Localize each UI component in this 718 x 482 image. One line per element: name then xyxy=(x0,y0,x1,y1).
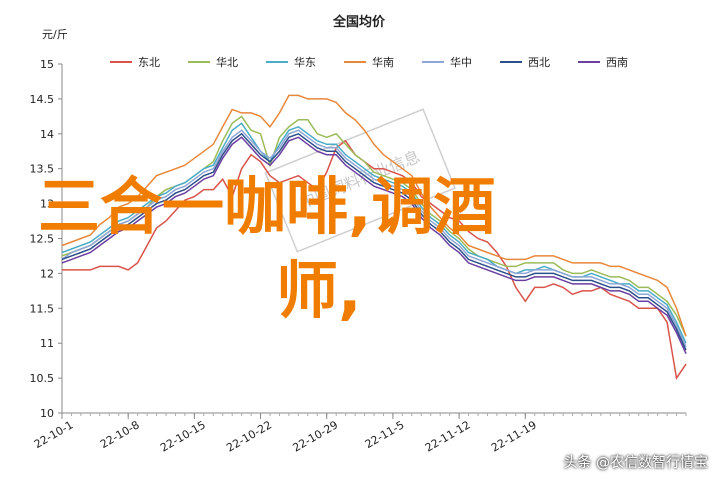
y-tick-label: 12 xyxy=(40,267,54,280)
series-line xyxy=(61,132,687,351)
series-line xyxy=(61,115,687,337)
y-tick-label: 10.5 xyxy=(30,372,55,385)
x-tick-label: 22-10-1 xyxy=(32,418,76,451)
x-tick-label: 22-10-22 xyxy=(224,418,274,454)
legend-label: 华南 xyxy=(372,55,394,69)
x-tick-label: 22-11-5 xyxy=(363,418,407,451)
x-tick-label: 22-10-15 xyxy=(158,418,208,454)
y-tick-label: 10 xyxy=(40,407,54,420)
legend: 东北 华北 华东 华南 华中 西北 西南 xyxy=(110,55,628,69)
x-tick-label: 22-11-12 xyxy=(423,418,473,454)
legend-label: 华中 xyxy=(450,55,472,69)
legend-label: 华北 xyxy=(216,55,238,69)
series-line xyxy=(61,129,687,348)
y-tick-label: 13.5 xyxy=(30,163,55,176)
y-tick-label: 14.5 xyxy=(30,93,55,106)
series-lines xyxy=(61,94,687,381)
x-tick-label: 22-11-19 xyxy=(489,418,539,454)
legend-label: 华东 xyxy=(294,55,316,69)
y-tick-label: 11.5 xyxy=(30,302,55,315)
x-tick-label: 22-10-29 xyxy=(290,418,340,454)
footer-credit: 头条 @农信数智行情宝 xyxy=(563,455,708,471)
legend-label: 西南 xyxy=(606,56,628,69)
overlay-text-line-1: 三合一咖啡,调酒 xyxy=(38,170,496,243)
series-line xyxy=(62,139,687,381)
y-tick-label: 11 xyxy=(40,337,54,350)
x-tick-label: 22-10-8 xyxy=(98,418,142,451)
y-unit-label: 元/斤 xyxy=(42,28,68,41)
y-tick-label: 13 xyxy=(40,198,54,211)
series-line xyxy=(61,136,687,355)
y-tick-label: 12.5 xyxy=(30,233,55,246)
legend-label: 东北 xyxy=(138,56,160,69)
overlay-text-line-2: 师, xyxy=(276,254,362,327)
y-tick-label: 14 xyxy=(40,128,54,141)
legend-label: 西北 xyxy=(528,56,550,69)
chart-title: 全国均价 xyxy=(332,14,386,30)
series-line xyxy=(61,94,687,337)
y-tick-label: 15 xyxy=(40,58,54,71)
